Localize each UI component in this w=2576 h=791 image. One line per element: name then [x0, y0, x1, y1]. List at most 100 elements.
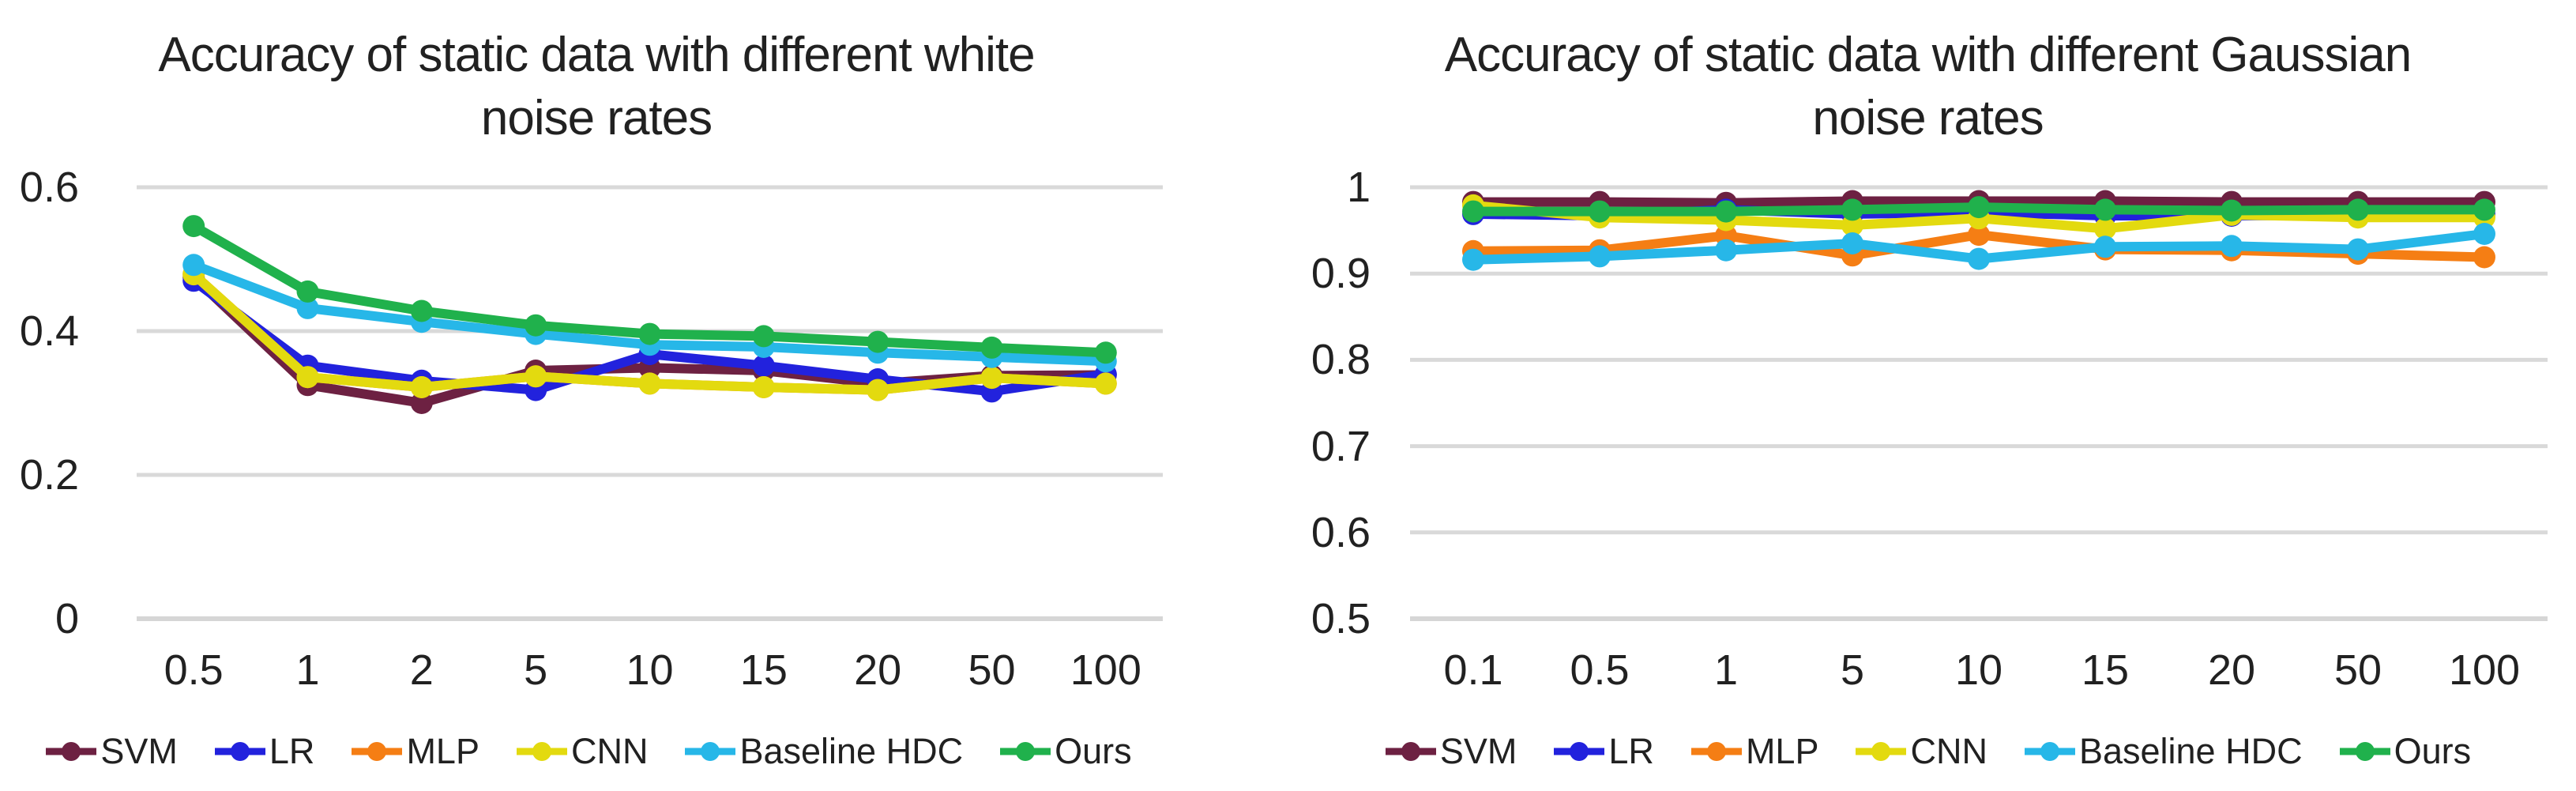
x-tick-label: 1: [1713, 646, 1739, 694]
series-marker-ours: [638, 322, 661, 345]
x-tick-label: 0.1: [1443, 646, 1503, 694]
series-marker-lr: [752, 354, 775, 377]
series-marker-baseline-hdc: [1715, 239, 1737, 262]
legend-label: CNN: [570, 731, 649, 771]
x-tick-label: 10: [626, 646, 674, 694]
series-marker-ours: [1589, 200, 1611, 223]
white-noise-chart-legend: SVM LR MLP CNN Baseline HDC Ours: [0, 731, 1177, 772]
gaussian-noise-chart-title: Accuracy of static data with different G…: [1280, 24, 2576, 150]
title-line-1: Accuracy of static data with different G…: [1444, 28, 2412, 82]
legend-label: SVM: [1439, 731, 1517, 771]
series-marker-cnn: [752, 376, 775, 398]
legend-marker-icon: [1690, 742, 1742, 761]
legend-label: LR: [269, 731, 315, 771]
series-marker-ours: [1094, 341, 1117, 364]
y-tick-label: 0.9: [1311, 250, 1371, 298]
white-noise-chart-title: Accuracy of static data with different w…: [0, 24, 1193, 150]
series-marker-baseline-hdc: [2221, 235, 2243, 258]
legend-marker-icon: [1554, 742, 1605, 761]
series-marker-baseline-hdc: [2094, 235, 2116, 258]
legend-marker-icon: [1856, 742, 1907, 761]
series-marker-ours: [2473, 198, 2495, 221]
y-tick-label: 0.2: [19, 451, 79, 499]
series-marker-cnn: [296, 366, 319, 389]
legend-label: Ours: [1055, 731, 1132, 771]
series-marker-baseline-hdc: [296, 296, 319, 319]
legend-marker-icon: [214, 742, 265, 761]
x-tick-label: 20: [854, 646, 902, 694]
x-tick-label: 5: [1840, 646, 1865, 694]
legend-marker-icon: [2024, 742, 2075, 761]
series-marker-baseline-hdc: [1841, 232, 1863, 254]
series-marker-baseline-hdc: [1462, 248, 1484, 271]
x-tick-label: 50: [968, 646, 1016, 694]
x-tick-label: 100: [2448, 646, 2521, 694]
legend-item-lr: LR: [1553, 731, 1654, 772]
legend-item-ours: Ours: [2339, 731, 2472, 772]
series-marker-ours: [182, 215, 205, 238]
legend-label: SVM: [100, 731, 178, 771]
x-tick-label: 100: [1070, 646, 1141, 694]
legend-marker-icon: [352, 742, 403, 761]
x-tick-label: 15: [739, 646, 788, 694]
y-tick-label: 0.4: [19, 307, 79, 355]
y-tick-label: 0.6: [1311, 508, 1371, 556]
legend-item-ours: Ours: [999, 731, 1132, 772]
legend-marker-icon: [516, 742, 567, 761]
y-tick-label: 1: [1346, 164, 1371, 211]
legend-item-svm: SVM: [45, 731, 178, 772]
gaussian-noise-chart-legend: SVM LR MLP CNN Baseline HDC Ours: [1280, 731, 2576, 772]
series-marker-cnn: [867, 379, 889, 401]
series-marker-cnn: [525, 365, 547, 388]
title-line-2: noise rates: [480, 91, 713, 145]
legend-item-lr: LR: [214, 731, 315, 772]
legend-label: LR: [1608, 731, 1654, 771]
series-marker-ours: [296, 280, 319, 303]
x-tick-label: 10: [1954, 646, 2003, 694]
series-marker-cnn: [980, 367, 1003, 390]
series-marker-ours: [1968, 196, 1990, 219]
legend-item-baseline-hdc: Baseline HDC: [2024, 731, 2303, 772]
series-marker-cnn: [638, 372, 661, 395]
series-marker-ours: [980, 336, 1003, 359]
series-marker-mlp: [2473, 246, 2495, 269]
series-marker-ours: [1462, 200, 1484, 223]
series-marker-ours: [2221, 199, 2243, 222]
legend-marker-icon: [2339, 742, 2390, 761]
series-marker-baseline-hdc: [1968, 247, 1990, 270]
series-marker-svm: [410, 392, 433, 414]
x-tick-label: 20: [2207, 646, 2256, 694]
series-marker-ours: [525, 314, 547, 337]
legend-label: MLP: [406, 731, 479, 771]
legend-item-mlp: MLP: [1690, 731, 1819, 772]
series-marker-cnn: [1841, 214, 1863, 236]
y-tick-label: 0.7: [1311, 422, 1371, 470]
legend-label: Baseline HDC: [739, 731, 964, 771]
legend-marker-icon: [46, 742, 97, 761]
title-line-2: noise rates: [1812, 91, 2044, 145]
legend-label: Ours: [2394, 731, 2472, 771]
series-marker-cnn: [1094, 372, 1117, 395]
legend-item-baseline-hdc: Baseline HDC: [684, 731, 963, 772]
series-marker-baseline-hdc: [2347, 238, 2369, 261]
x-tick-label: 1: [295, 646, 320, 694]
y-tick-label: 0: [55, 595, 79, 642]
series-marker-ours: [752, 325, 775, 348]
legend-label: Baseline HDC: [2078, 731, 2303, 771]
x-tick-label: 0.5: [1570, 646, 1630, 694]
series-marker-mlp: [1968, 224, 1990, 247]
series-marker-ours: [410, 299, 433, 322]
series-marker-cnn: [410, 376, 433, 398]
legend-label: CNN: [1910, 731, 1987, 771]
y-tick-label: 0.5: [1311, 595, 1371, 642]
series-marker-ours: [867, 330, 889, 353]
x-tick-label: 0.5: [164, 646, 224, 694]
x-tick-label: 50: [2333, 646, 2382, 694]
legend-label: MLP: [1745, 731, 1819, 771]
series-marker-cnn: [2094, 217, 2116, 240]
y-tick-label: 0.6: [19, 164, 79, 211]
legend-marker-icon: [1000, 742, 1051, 761]
y-tick-label: 0.8: [1311, 336, 1371, 384]
